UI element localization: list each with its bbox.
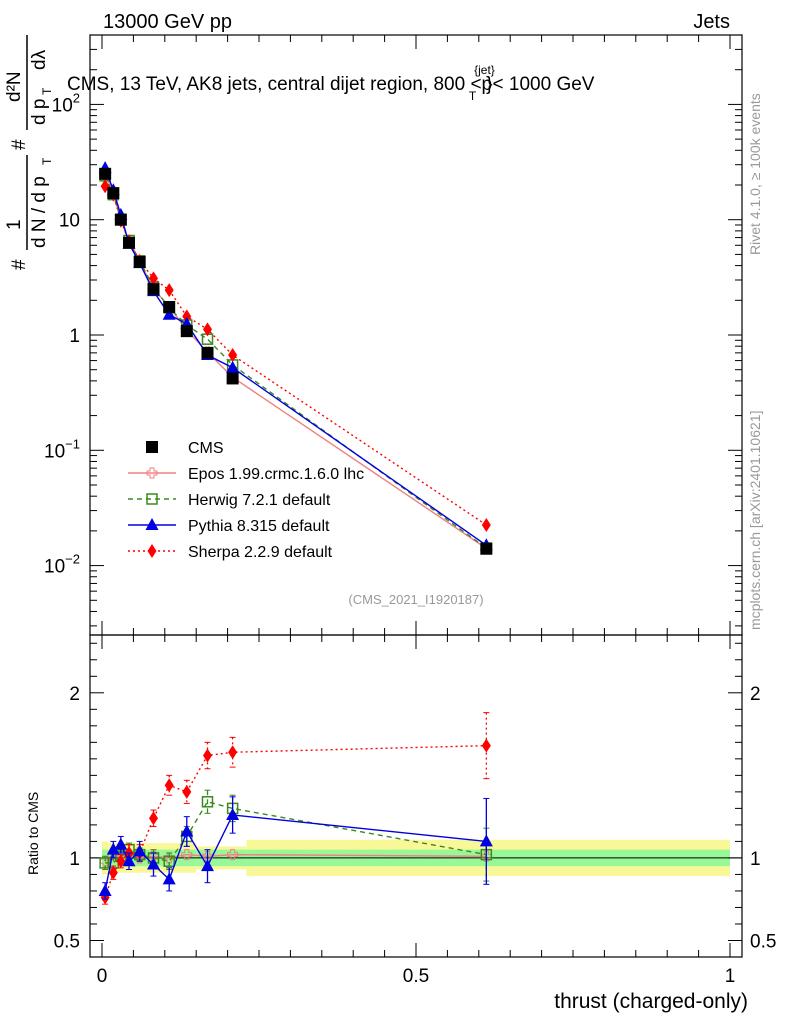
category-label: Jets (693, 11, 730, 33)
pythia-ratio-point (133, 844, 147, 857)
herwig-ratio-point (201, 796, 214, 808)
ylabel-d2N: d²N (4, 71, 25, 102)
x-tick-label: 0.5 (403, 966, 429, 987)
ylabel-hash1: # (9, 259, 30, 270)
axis-ticks (90, 34, 742, 958)
sherpa-ratio-line (104, 744, 487, 898)
legend-marker-cms (146, 441, 158, 453)
pythia-point (162, 307, 176, 320)
legend-marker-herwig (146, 493, 158, 505)
sherpa-ratio-point (182, 784, 192, 799)
ratio-y-tick-label-right: 1 (750, 849, 761, 870)
pythia-ratio-point (146, 857, 160, 870)
pythia-ratio-point (180, 824, 194, 837)
y-tick-label: 102 (52, 90, 80, 116)
ylabel-dpT: d p (29, 99, 50, 125)
ylabel-dN: d N / d p (29, 176, 50, 248)
energy-label: 13000 GeV pp (103, 11, 232, 33)
ylabel-subT2: T (40, 87, 54, 95)
tick-labels: 0 0.5 1 10−2 10−1 1 10 102 0.5 1 2 0.5 1 2 (44, 90, 776, 987)
ylabel-hash2: # (9, 139, 30, 150)
title-tail: }< 1000 GeV (486, 74, 595, 95)
main-series (98, 161, 493, 555)
ylabel-subT1: T (40, 157, 54, 165)
sherpa-ratio-point (116, 854, 126, 869)
sherpa-point (203, 322, 213, 337)
legend-label-cms: CMS (188, 440, 224, 457)
ylabel-one: 1 (4, 219, 25, 230)
pythia-ratio-point (122, 854, 136, 867)
y-tick-label: 10−1 (44, 436, 80, 462)
pythia-point (226, 360, 240, 373)
title-sub: T (469, 89, 477, 103)
sherpa-ratio-point (164, 778, 174, 793)
watermark: (CMS_2021_I1920187) (348, 592, 483, 607)
herwig-ratio-point (163, 855, 175, 867)
uncertainty-bands (90, 839, 742, 877)
pythia-ratio-point (479, 834, 493, 847)
legend-label-epos: Epos 1.99.crmc.1.6.0 lhc (188, 466, 364, 483)
sherpa-ratio-point (148, 811, 158, 826)
title-sup: {jet} (474, 63, 495, 77)
cms-point (163, 300, 176, 313)
cms-point (107, 187, 120, 200)
cms-point (99, 167, 112, 180)
pythia-ratio-point (98, 883, 112, 896)
pythia-ratio-point (226, 807, 240, 820)
y-tick-label: 1 (69, 326, 80, 347)
pythia-ratio-point (114, 837, 128, 850)
ratio-series (98, 712, 493, 905)
sherpa-point (148, 271, 158, 286)
legend-marker-pythia (145, 518, 159, 530)
sherpa-ratio-point (481, 738, 491, 753)
ratio-y-tick-label-right: 0.5 (750, 931, 776, 952)
epos-ratio-point (227, 849, 239, 861)
sherpa-point (228, 348, 238, 363)
sherpa-ratio-point (203, 748, 213, 763)
cms-point (123, 236, 136, 249)
ratio-y-tick-label: 2 (69, 684, 80, 705)
mcplots-label: mcplots.cern.ch [arXiv:2401.10621] (747, 411, 763, 630)
epos-ratio-point (181, 849, 193, 861)
y-axis-label: # 1 d N / d p T # d²N d p T dλ (4, 35, 54, 270)
rivet-label: Rivet 4.1.0, ≥ 100k events (747, 93, 763, 255)
x-tick-label: 1 (725, 966, 736, 987)
x-tick-label: 0 (97, 966, 108, 987)
sherpa-ratio-point (108, 865, 118, 880)
cms-point (201, 346, 214, 359)
pythia-ratio-point (162, 872, 176, 885)
legend: CMS Epos 1.99.crmc.1.6.0 lhc Herwig 7.2.1 … (128, 440, 364, 561)
ratio-y-tick-label: 1 (69, 849, 80, 870)
cms-point (180, 325, 193, 338)
chart-title: CMS, 13 TeV, AK8 jets, central dijet reg… (67, 63, 595, 103)
cms-point (480, 542, 493, 555)
y-tick-label: 10−2 (44, 552, 80, 578)
sherpa-point (481, 517, 491, 532)
x-axis-label: thrust (charged-only) (554, 990, 748, 1013)
legend-marker-epos (146, 467, 158, 479)
y-tick-label: 10 (59, 211, 80, 232)
pythia-line (104, 167, 487, 546)
legend-label-sherpa: Sherpa 2.2.9 default (188, 544, 333, 561)
sherpa-point (182, 309, 192, 324)
title-main: CMS, 13 TeV, AK8 jets, central dijet reg… (67, 74, 492, 95)
legend-label-pythia: Pythia 8.315 default (188, 518, 330, 535)
cms-point (114, 213, 127, 226)
cms-point (147, 283, 160, 296)
pythia-ratio-point (201, 859, 215, 872)
ratio-y-label: Ratio to CMS (25, 792, 41, 875)
cms-point (226, 372, 239, 385)
cms-point (133, 255, 146, 268)
legend-label-herwig: Herwig 7.2.1 default (188, 492, 331, 509)
legend-marker-sherpa (147, 544, 157, 558)
ratio-y-tick-label: 0.5 (54, 931, 80, 952)
sherpa-point (164, 283, 174, 298)
ratio-y-tick-label-right: 2 (750, 684, 761, 705)
sherpa-ratio-point (228, 745, 238, 760)
ylabel-dl: dλ (29, 49, 50, 70)
pythia-ratio-point (106, 842, 120, 855)
